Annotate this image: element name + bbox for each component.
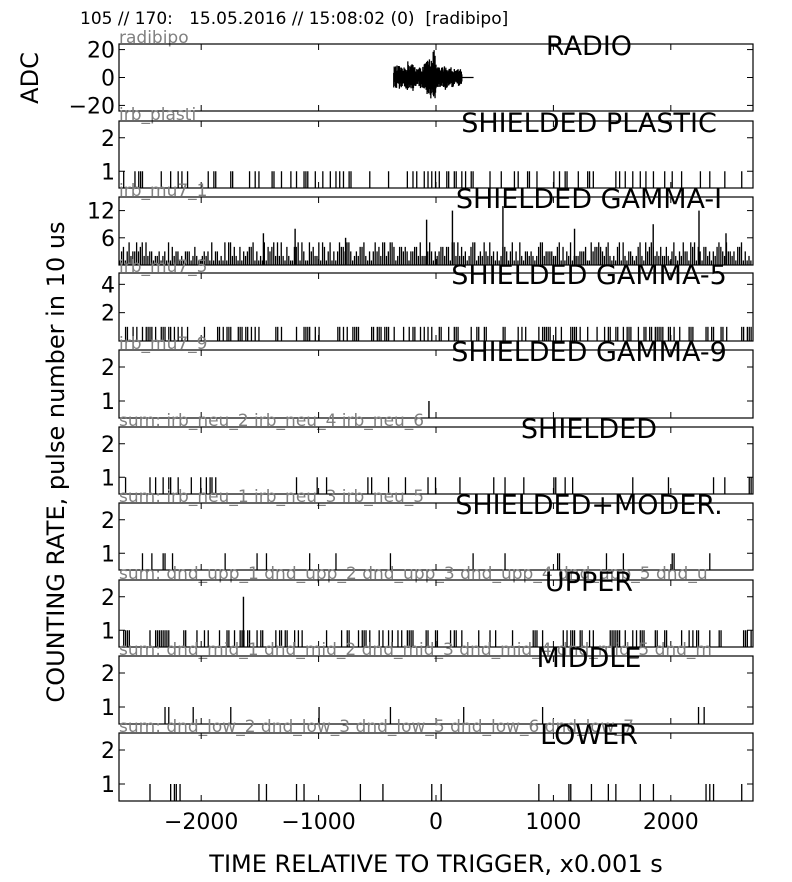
panel-6-source-label: sum: irb_neu_2 irb_neu_4 irb_neu_6 (119, 411, 424, 431)
x-tick-label: 1000 (525, 810, 581, 835)
panel-1-source-label: radibipo (119, 28, 189, 48)
panel-1-ytick-label: 0 (101, 67, 115, 92)
panel-9-title: MIDDLE (537, 643, 642, 674)
x-tick-label: −2000 (164, 810, 238, 835)
panel-9-source-label: sum: dnd_mid_1 dnd_mid_2 dnd_mid_3 dnd_m… (119, 640, 712, 660)
panel-10-title: LOWER (540, 720, 638, 751)
panel-5-source-label: irb_mu7_9 (119, 334, 207, 354)
panel-9-ytick-label: 2 (101, 662, 115, 687)
panel-7-ytick-label: 2 (101, 509, 115, 534)
panel-7-ytick-label: 1 (101, 542, 115, 567)
panel-8-title: UPPER (545, 567, 633, 598)
panel-3-title: SHIELDED GAMMA-I (456, 184, 722, 215)
panel-3-ytick-label: 6 (101, 227, 115, 252)
x-tick-label: 2000 (643, 810, 699, 835)
panel-6-ytick-label: 2 (101, 433, 115, 458)
panel-5-ytick-label: 1 (101, 390, 115, 415)
panel-2-source-label: irb_plasti (119, 105, 196, 125)
panel-4-ytick-label: 2 (101, 302, 115, 327)
panel-1-title: RADIO (546, 31, 632, 62)
panel-10-ytick-label: 1 (101, 773, 115, 798)
x-tick-label: 0 (429, 810, 443, 835)
panel-3-ytick-label: 12 (87, 200, 115, 225)
panel-10-ytick-label: 2 (101, 739, 115, 764)
panel-5-title: SHIELDED GAMMA-9 (451, 337, 727, 368)
panel-8-source-label: sum: dnd_upp_1 dnd_upp_2 dnd_upp_3 dnd_u… (119, 564, 708, 584)
y-axis-label-adc: ADC (16, 52, 44, 104)
panel-2-title: SHIELDED PLASTIC (461, 108, 717, 139)
x-axis-label: TIME RELATIVE TO TRIGGER, x0.001 s (208, 850, 662, 878)
panel-5-ytick-label: 2 (101, 356, 115, 381)
panel-2-ytick-label: 1 (101, 160, 115, 185)
panel-4-ytick-label: 4 (101, 273, 115, 298)
panel-3-source-label: irb_mu7_1 (119, 181, 207, 201)
panel-7-source-label: sum: irb_neu_1 irb_neu_3 irb_neu_5 (119, 487, 424, 507)
panel-6-ytick-label: 1 (101, 466, 115, 491)
y-axis-label-rate: COUNTING RATE, pulse number in 10 us (42, 221, 70, 702)
panel-1-ytick-label: −20 (69, 94, 115, 119)
figure-header: 105 // 170: 15.05.2016 // 15:08:02 (0) [… (80, 9, 509, 29)
panel-8-ytick-label: 2 (101, 586, 115, 611)
panel-10-source-label: sum: dnd_low_2 dnd_low_3 dnd_low_5 dnd_l… (119, 717, 634, 737)
panel-1-ytick-label: 20 (87, 39, 115, 64)
panel-2-ytick-label: 2 (101, 127, 115, 152)
panel-10-frame (118, 732, 754, 802)
panel-8-ytick-label: 1 (101, 619, 115, 644)
panel-4-source-label: irb_mu7_5 (119, 257, 207, 277)
panel-9-ytick-label: 1 (101, 696, 115, 721)
panel-7-title: SHIELDED+MODER. (455, 490, 723, 521)
panel-9-frame (118, 655, 754, 725)
panel-6-title: SHIELDED (521, 414, 657, 445)
x-tick-label: −1000 (281, 810, 355, 835)
panel-4-title: SHIELDED GAMMA-5 (451, 260, 727, 291)
